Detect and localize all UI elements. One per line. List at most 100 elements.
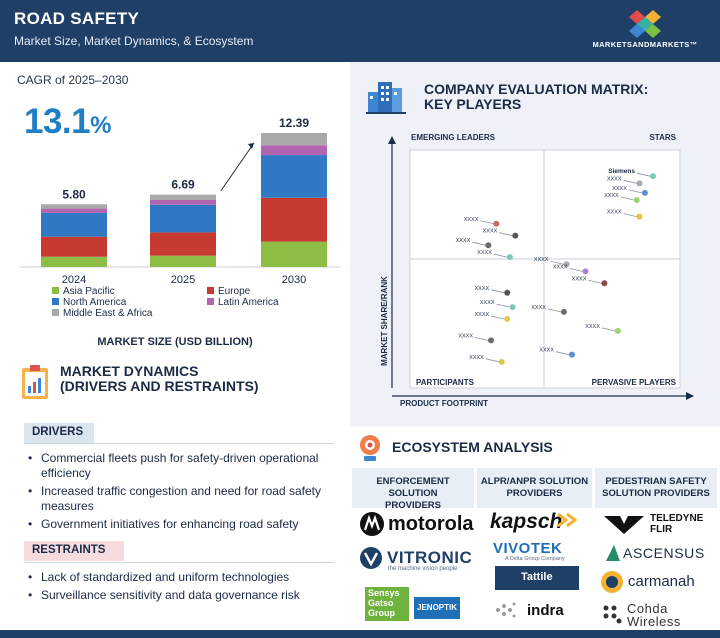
quadrant-pervasive-players: PERVASIVE PLAYERS — [592, 378, 677, 387]
player-leader-line — [569, 267, 583, 272]
logo-sensys: Sensys — [368, 588, 400, 598]
bar-segment-middle-east-africa-2025 — [150, 194, 216, 200]
cagr-label: CAGR of 2025–2030 — [17, 73, 129, 87]
player-point — [488, 337, 494, 344]
matrix-y-axis-label: MARKET SHARE/RANK — [380, 276, 389, 366]
bar-total-label: 12.39 — [279, 116, 309, 130]
player-point — [569, 351, 575, 358]
brand-name: MARKETSANDMARKETS™ — [592, 40, 698, 49]
cagr-number: 13.1 — [24, 102, 91, 141]
page-subtitle: Market Size, Market Dynamics, & Ecosyste… — [14, 34, 254, 48]
player-label: XXXX — [531, 305, 546, 311]
player-label: XXXX — [483, 229, 498, 235]
drivers-list: Commercial fleets push for safety-driven… — [28, 451, 338, 535]
legend-item-latin-america: Latin America — [207, 297, 279, 308]
player-label: XXXX — [607, 176, 622, 182]
player-point — [601, 280, 608, 287]
bar-segment-asia-pacific-2024 — [41, 256, 107, 267]
growth-arrow-line — [220, 142, 255, 191]
player-point — [633, 196, 640, 203]
player-leader-line — [623, 213, 637, 218]
bar-segment-north-america-2025 — [150, 204, 216, 233]
logo-vitronic: VITRONIC — [387, 548, 473, 567]
legend-label: Europe — [218, 286, 251, 297]
player-label: XXXX — [553, 264, 568, 270]
player-label: XXXX — [539, 348, 554, 354]
bar-segment-asia-pacific-2030 — [261, 241, 327, 267]
player-label: XXXX — [585, 324, 600, 330]
player-label: XXXX — [458, 333, 473, 339]
restraints-divider — [24, 562, 334, 563]
clipboard-chart-icon — [22, 365, 48, 399]
legend-label: Asia Pacific — [63, 286, 115, 297]
logo-kapsch: kapsch — [490, 510, 563, 533]
growth-arrow-icon — [248, 143, 254, 149]
restraint-item: Lack of standardized and uniform technol… — [28, 570, 338, 585]
player-label: XXXX — [475, 286, 490, 292]
bar-segment-asia-pacific-2025 — [150, 255, 216, 267]
cohda-logo-icon — [603, 605, 622, 624]
bar-segment-latin-america-2025 — [150, 199, 216, 205]
matrix-title-line2: KEY PLAYERS — [424, 96, 522, 112]
player-label: Siemens — [608, 168, 635, 175]
player-leader-line — [491, 289, 505, 294]
indra-dots-icon — [496, 602, 516, 618]
player-leader-line — [496, 303, 510, 308]
restraint-item: Surveillance sensitivity and data govern… — [28, 588, 338, 603]
header-bar: ROAD SAFETY Market Size, Market Dynamics… — [0, 0, 720, 62]
logo-carmanah: carmanah — [628, 573, 695, 590]
motorola-logo-icon — [360, 512, 384, 536]
bar-segment-north-america-2024 — [41, 212, 107, 237]
chart-x-axis-label: MARKET SIZE (USD BILLION) — [97, 336, 253, 348]
player-label: XXXX — [534, 257, 549, 263]
bar-segment-latin-america-2030 — [261, 145, 327, 156]
bar-total-label: 5.80 — [62, 187, 86, 201]
player-leader-line — [485, 358, 499, 363]
logo-cohda: Cohda — [627, 601, 668, 616]
player-point — [504, 289, 511, 296]
logo-indra: indra — [527, 602, 564, 619]
legend-item-europe: Europe — [207, 286, 250, 297]
cagr-unit: % — [90, 112, 111, 139]
jenoptik-logo: JENOPTIK — [414, 597, 460, 619]
sensys-gatso-logo: Sensys Gatso Group — [365, 587, 409, 621]
cagr-value: 13.1% — [24, 102, 111, 142]
matrix-title: COMPANY EVALUATION MATRIX: KEY PLAYERS — [424, 82, 648, 112]
logo-ascensus: ASCENSUS — [623, 545, 705, 561]
player-leader-line — [499, 232, 513, 237]
ecosystem-col-pedestrian: PEDESTRIAN SAFETY SOLUTION PROVIDERS — [595, 468, 717, 508]
col-head-line1: PEDESTRIAN SAFETY — [605, 476, 707, 487]
player-point — [512, 232, 519, 239]
market-dynamics-title-line2: (DRIVERS AND RESTRAINTS) — [60, 378, 259, 394]
x-axis-arrow-icon — [686, 392, 694, 400]
player-leader-line — [550, 260, 564, 265]
col-head-line2: SOLUTION PROVIDERS — [602, 488, 710, 499]
player-point — [509, 304, 516, 311]
bar-segment-europe-2024 — [41, 236, 107, 257]
player-label: XXXX — [572, 276, 587, 282]
logo-flir: FLIR — [650, 524, 673, 535]
col-head-line2: PROVIDERS — [385, 500, 441, 511]
legend-label: Middle East & Africa — [63, 308, 153, 319]
player-leader-line — [547, 308, 561, 313]
logo-group: Group — [368, 608, 395, 618]
player-point — [650, 173, 656, 180]
player-label: XXXX — [469, 355, 484, 361]
player-point — [636, 213, 643, 220]
ascensus-logo-icon — [606, 545, 620, 561]
legend-swatch — [52, 298, 59, 305]
matrix-plot-area — [409, 149, 681, 389]
bar-segment-europe-2030 — [261, 197, 327, 242]
brand-mark-icon — [629, 10, 661, 38]
player-label: XXXX — [604, 193, 619, 199]
teledyne-flir-logo-icon — [604, 516, 644, 534]
logo-tattile: Tattile — [521, 571, 553, 583]
restraints-list: Lack of standardized and uniform technol… — [28, 570, 338, 606]
legend-item-middle-east-africa: Middle East & Africa — [52, 308, 152, 319]
player-label: XXXX — [612, 186, 627, 192]
drivers-tag: DRIVERS — [24, 423, 94, 443]
player-label: XXXX — [607, 210, 622, 216]
player-leader-line — [623, 179, 637, 184]
bar-segment-middle-east-africa-2030 — [261, 133, 327, 146]
legend-swatch — [52, 287, 59, 294]
